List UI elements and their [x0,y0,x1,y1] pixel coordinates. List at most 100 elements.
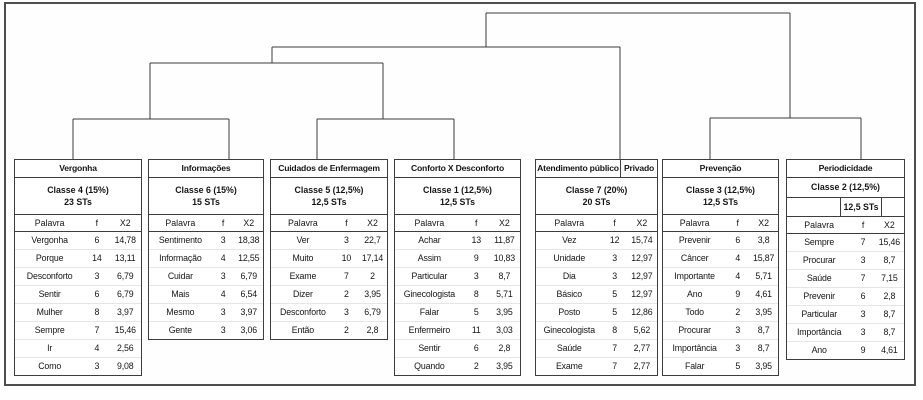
table-cell: 5 [612,289,618,300]
table-row: Como 3 9,08 [15,358,141,375]
table-cell: Procurar [678,325,711,336]
table-cell: Prevenir [678,235,711,246]
table-cell: 8 [612,325,618,336]
table-cell: 3,95 [496,361,513,372]
sts-label: 12,5 STs [702,196,739,207]
table-meta: Classe 1 (12,5%) 12,5 STs [395,178,520,215]
table-row: Exame 7 2 [271,268,387,286]
col-f: f [95,217,99,228]
class-table-atendimento-publico-privado: Atendimento público Privado Classe 7 (20… [535,159,658,376]
table-cell: 14 [92,253,102,264]
table-cell: 15,46 [114,325,136,336]
table-cell: Importância [797,327,842,338]
table-row: Ginecologista 8 5,71 [395,286,520,304]
table-cell: Mais [171,289,190,300]
sts-label: 12,5 STs [311,196,347,207]
table-cell: Gente [168,325,192,336]
table-cell: Particular [801,309,837,320]
classe-label: Classe 7 (20%) [565,184,628,195]
table-cell: 6,79 [116,271,134,282]
table-row: Particular 3 8,7 [395,268,520,286]
table-row: Gente 3 3,06 [149,322,263,339]
table-cell: 7 [612,343,618,354]
table-title: Conforto X Desconforto [395,160,520,178]
table-cell: Sempre [34,325,65,336]
table-row: Saúde 7 2,77 [536,340,657,358]
table-row: Ver 3 22,7 [271,232,387,250]
table-cell: 12,97 [631,253,653,264]
table-rows: Vergonha 6 14,78 Porque 14 13,11 Desconforto 3 6… [15,232,141,375]
table-cell: 14,78 [114,235,136,246]
table-cell: 13,11 [114,253,136,264]
table-cell: 7 [860,273,866,284]
table-cell: 5,71 [755,271,772,282]
table-cell: 2,8 [366,325,379,336]
table-title: Vergonha [15,160,141,178]
table-cell: 6 [473,343,479,354]
table-cell: 2,8 [883,291,896,302]
table-cell: Cuidar [167,271,193,282]
table-rows: Sentimento 3 18,38 Informação 4 12,55 Cuidar 3 6… [149,232,263,339]
table-cell: 11 [471,325,481,336]
table-cell: 3,95 [496,307,513,318]
table-cell: 3 [860,309,866,320]
table-cell: Câncer [680,253,709,264]
table-cell: 3 [220,271,226,282]
table-cell: 2 [344,325,349,336]
table-cell: 3,06 [240,325,257,336]
table-cell: 5 [473,307,479,318]
table-header: Palavra f X2 [149,215,263,232]
table-cell: Procurar [802,255,836,266]
table-row: Unidade 3 12,97 [536,250,657,268]
table-cell: Ver [296,235,310,246]
table-cell: 18,38 [238,235,260,246]
table-cell: 2,56 [116,343,134,354]
table-row: Importância 3 8,7 [663,340,778,358]
table-cell: 3 [220,325,226,336]
table-row: Saúde 7 7,15 [787,270,904,288]
table-meta: Classe 7 (20%) 20 STs [536,178,657,215]
table-title: Prevenção [663,160,778,178]
col-palavra: Palavra [165,217,196,228]
table-cell: 3 [735,325,741,336]
table-row: Ano 9 4,61 [787,342,904,359]
table-row: Porque 14 13,11 [15,250,141,268]
table-cell: Desconforto [26,271,73,282]
table-meta: Classe 6 (15%) 15 STs [149,178,263,215]
figure-border [4,2,916,386]
table-cell: 3 [94,271,100,282]
table-cell: 8,7 [498,271,511,282]
col-f: f [475,217,478,228]
table-cell: 3 [860,327,866,338]
table-cell: Ginecologista [543,325,596,336]
table-row: Sentimento 3 18,38 [149,232,263,250]
table-cell: 5,62 [633,325,651,336]
table-cell: Posto [558,307,581,318]
table-row: Ir 4 2,56 [15,340,141,358]
class-table-informacoes: Informações Classe 6 (15%) 15 STs Palavr… [148,159,264,340]
col-palavra: Palavra [287,217,318,228]
table-cell: Assim [417,253,441,264]
table-cell: Particular [411,271,448,282]
table-cell: 8,7 [883,255,896,266]
table-header: Palavra f X2 [395,215,520,232]
classe-label: Classe 2 (12,5%) [787,178,904,198]
table-cell: 3,97 [240,307,257,318]
table-meta: Classe 5 (12,5%) 12,5 STs [271,178,387,215]
table-title: Cuidados de Enfermagem [271,160,387,178]
table-row: Muito 10 17,14 [271,250,387,268]
table-cell: 6,54 [240,289,257,300]
table-cell: 3,95 [364,289,381,300]
table-cell: 6 [860,291,866,302]
table-cell: 3 [220,307,226,318]
table-row: Vez 12 15,74 [536,232,657,250]
table-cell: 9 [860,345,866,356]
table-cell: 4 [735,271,741,282]
table-row: Sempre 7 15,46 [15,322,141,340]
table-rows: Vez 12 15,74 Unidade 3 12,97 Dia 3 12,97 Básico 5 1… [536,232,657,375]
table-cell: Exame [289,271,317,282]
table-cell: 22,7 [364,235,381,246]
table-cell: 7 [860,237,866,248]
table-header: Palavra f X2 [536,215,657,232]
table-cell: 6 [94,289,100,300]
